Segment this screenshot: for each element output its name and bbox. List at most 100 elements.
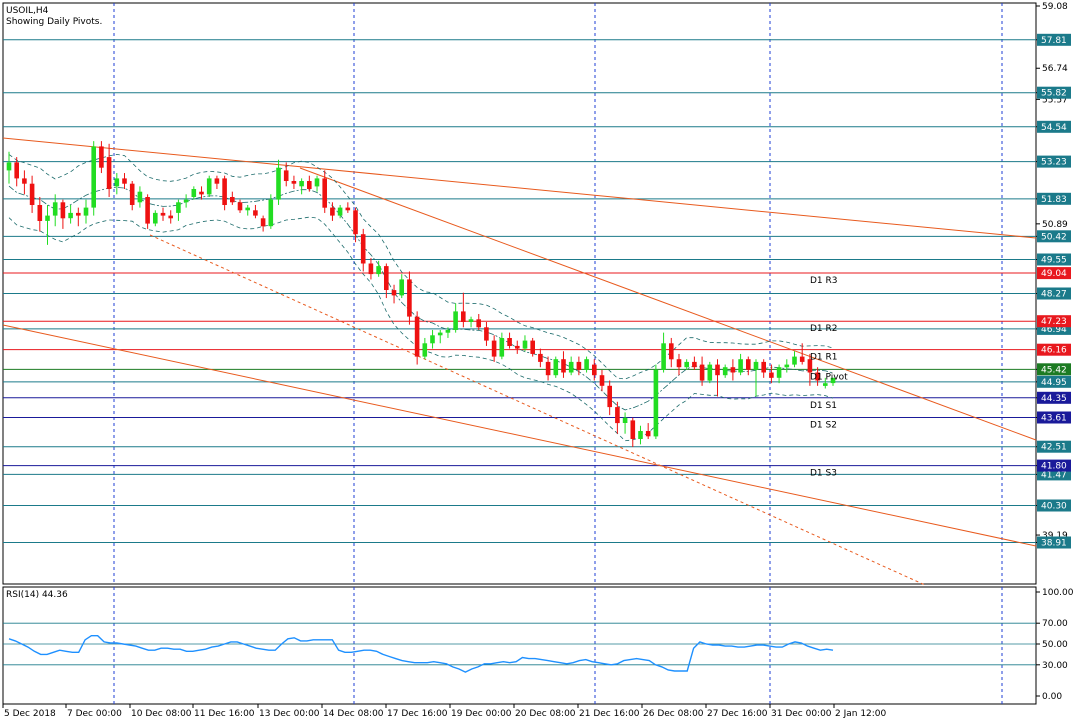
candle-body [538, 353, 543, 362]
price-axis: 59.08 57.81 56.74 55.8255.57 54.54 53.23 51.83… [1036, 2, 1071, 549]
price-level-box [1037, 499, 1071, 512]
candle-body [283, 170, 289, 181]
price-level-box [1037, 120, 1071, 133]
candle-body [445, 330, 451, 333]
candle-body [815, 372, 820, 381]
candle-body [484, 327, 489, 341]
price-level-box [1037, 86, 1071, 99]
price-level-box-label: 49.55 [1041, 256, 1067, 266]
candle-body [507, 338, 512, 346]
candle-body [391, 290, 397, 296]
candle-body [214, 178, 220, 184]
price-level-box-label: 41.47 [1041, 470, 1067, 480]
envelope-line [8, 216, 834, 442]
x-tick-label: 17 Dec 16:00 [387, 709, 448, 719]
price-level-box-label: 53.23 [1041, 158, 1067, 168]
price-level-box [1037, 459, 1071, 472]
candle-body [137, 191, 143, 203]
price-level-box-label: 54.54 [1041, 123, 1067, 133]
price-level-box-label: 49.04 [1041, 269, 1067, 279]
price-level-box [1037, 440, 1071, 453]
price-level-box-label: 42.51 [1041, 443, 1067, 453]
price-level-box-label: 50.42 [1041, 232, 1067, 242]
pivot-subtitle: Showing Daily Pivots. [6, 17, 102, 27]
candle-body [153, 212, 158, 224]
price-level-box [1037, 411, 1071, 424]
price-level-box-label: 44.35 [1041, 394, 1067, 404]
candle-body [183, 199, 189, 203]
candlesticks [6, 141, 836, 448]
price-level-box-label: 45.42 [1041, 365, 1067, 375]
pivot-level-name: D1 R3 [810, 276, 838, 286]
candle-body [222, 178, 227, 205]
pivot-level-name: D1 R1 [810, 353, 838, 363]
candle-body [592, 364, 597, 376]
candle-body [792, 356, 797, 365]
candle-body [360, 234, 366, 264]
x-tick-label: 14 Dec 08:00 [323, 709, 384, 719]
candle-body [330, 207, 335, 216]
candle-body [746, 359, 751, 370]
rsi-tick-label: 30.00 [1042, 661, 1068, 671]
price-level-box [1037, 315, 1071, 328]
price-level-box [1037, 287, 1071, 300]
pivot-level-name: D1 S3 [810, 469, 837, 479]
price-level-box [1037, 267, 1071, 280]
candle-body [576, 361, 582, 370]
symbol-label: USOIL,H4 [6, 6, 49, 16]
candle-body [692, 361, 697, 368]
candle-body [645, 431, 651, 437]
trendline [149, 234, 926, 586]
candle-body [245, 207, 250, 211]
envelope-line [8, 153, 834, 380]
price-level-box-label: 46.94 [1041, 325, 1067, 335]
candle-body [491, 340, 497, 357]
candle-body [337, 207, 343, 216]
rsi-tick-label: 0.00 [1042, 692, 1062, 702]
candle-body [699, 364, 705, 381]
price-level-box-label: 38.91 [1041, 539, 1067, 549]
candle-body [168, 215, 173, 219]
candle-body [553, 359, 559, 376]
candle-body [230, 197, 235, 203]
candle-body [630, 420, 636, 439]
candle-body [106, 157, 112, 189]
pivot-labels: D1 R3 D1 R2 D1 R1 D1 Pivot D1 S1 D1 S2 D1 S3 [810, 276, 848, 479]
price-level-box-label: 43.61 [1041, 414, 1067, 424]
candle-body [160, 212, 166, 216]
x-tick-label: 21 Dec 16:00 [579, 709, 640, 719]
candle-body [384, 266, 389, 290]
candle-body [830, 377, 836, 384]
candle-body [414, 316, 420, 357]
pivot-level-name: D1 S2 [810, 421, 837, 431]
candle-body [753, 361, 759, 370]
candle-body [407, 279, 412, 317]
price-level-box [1037, 253, 1071, 266]
candle-body [368, 263, 374, 275]
candle-body [22, 178, 27, 184]
price-level-box [1037, 375, 1071, 388]
rsi-panel-frame [2, 586, 1037, 705]
x-tick-label: 26 Dec 08:00 [643, 709, 704, 719]
candle-body [607, 385, 612, 408]
candle-body [268, 199, 274, 227]
candle-body [6, 162, 12, 171]
candle-body [176, 202, 181, 213]
price-level-box [1037, 33, 1071, 46]
price-level-box-label: 47.23 [1041, 317, 1067, 327]
candle-body [515, 345, 520, 349]
pivot-level-name: D1 S1 [810, 401, 837, 411]
candle-body [60, 202, 66, 219]
trendline [2, 137, 1037, 239]
rsi-tick-label: 100.00 [1042, 588, 1074, 598]
candle-body [707, 364, 713, 381]
candle-body [191, 189, 197, 197]
x-tick-label: 31 Dec 00:00 [771, 709, 832, 719]
candle-body [307, 181, 312, 189]
candle-body [276, 167, 281, 200]
candle-body [730, 367, 736, 373]
price-level-box-label: 46.16 [1041, 346, 1067, 356]
candle-body [199, 191, 204, 195]
candle-body [761, 361, 766, 373]
candle-body [322, 178, 327, 208]
